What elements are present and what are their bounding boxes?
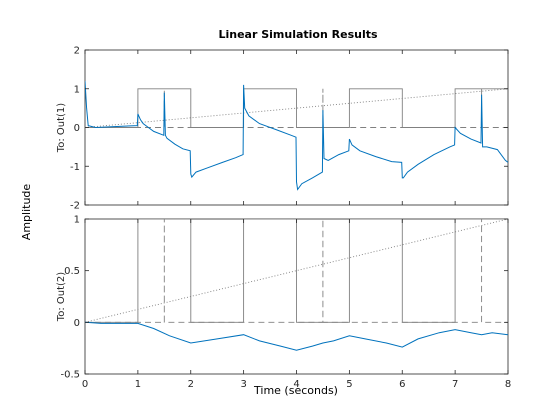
y-tick-label: -2	[70, 201, 80, 212]
y-tick-label: 1	[74, 215, 80, 226]
x-tick-label: 0	[82, 379, 88, 390]
response-line	[85, 80, 508, 191]
y-tick-label: 0	[74, 318, 80, 329]
x-tick-label: 1	[135, 379, 141, 390]
x-tick-label: 5	[346, 379, 352, 390]
panel-out2: 10.50-0.50 1 2 3 4 5 6 7 8To: Out(2)	[56, 215, 511, 391]
input-square-line	[85, 88, 508, 128]
y-tick-label: 0.5	[64, 266, 80, 277]
panel-y-label: To: Out(2)	[56, 272, 67, 322]
y-tick-label: -0.5	[60, 370, 80, 381]
chart-title: Linear Simulation Results	[218, 28, 378, 41]
x-axis-label: Time (seconds)	[253, 384, 338, 397]
x-tick-label: 7	[452, 379, 458, 390]
x-tick-label: 3	[240, 379, 246, 390]
response-line	[85, 321, 508, 351]
x-tick-label: 4	[293, 379, 299, 390]
input-ramp-line	[85, 219, 508, 323]
x-tick-label: 2	[188, 379, 194, 390]
input-square-line	[85, 219, 508, 323]
plot-area	[85, 219, 508, 351]
x-tick-label: 8	[505, 379, 511, 390]
x-tick-label: 6	[399, 379, 405, 390]
plot-area	[85, 80, 508, 191]
y-axis-label: Amplitude	[20, 184, 33, 241]
y-tick-label: -1	[70, 162, 80, 173]
panel-y-label: To: Out(1)	[56, 103, 67, 153]
y-tick-label: 1	[74, 84, 80, 95]
y-tick-label: 2	[74, 46, 80, 57]
panel-out1: 2 1 0 -1 -2 To: Out(1)	[56, 46, 509, 212]
y-tick-label: 0	[74, 123, 80, 134]
